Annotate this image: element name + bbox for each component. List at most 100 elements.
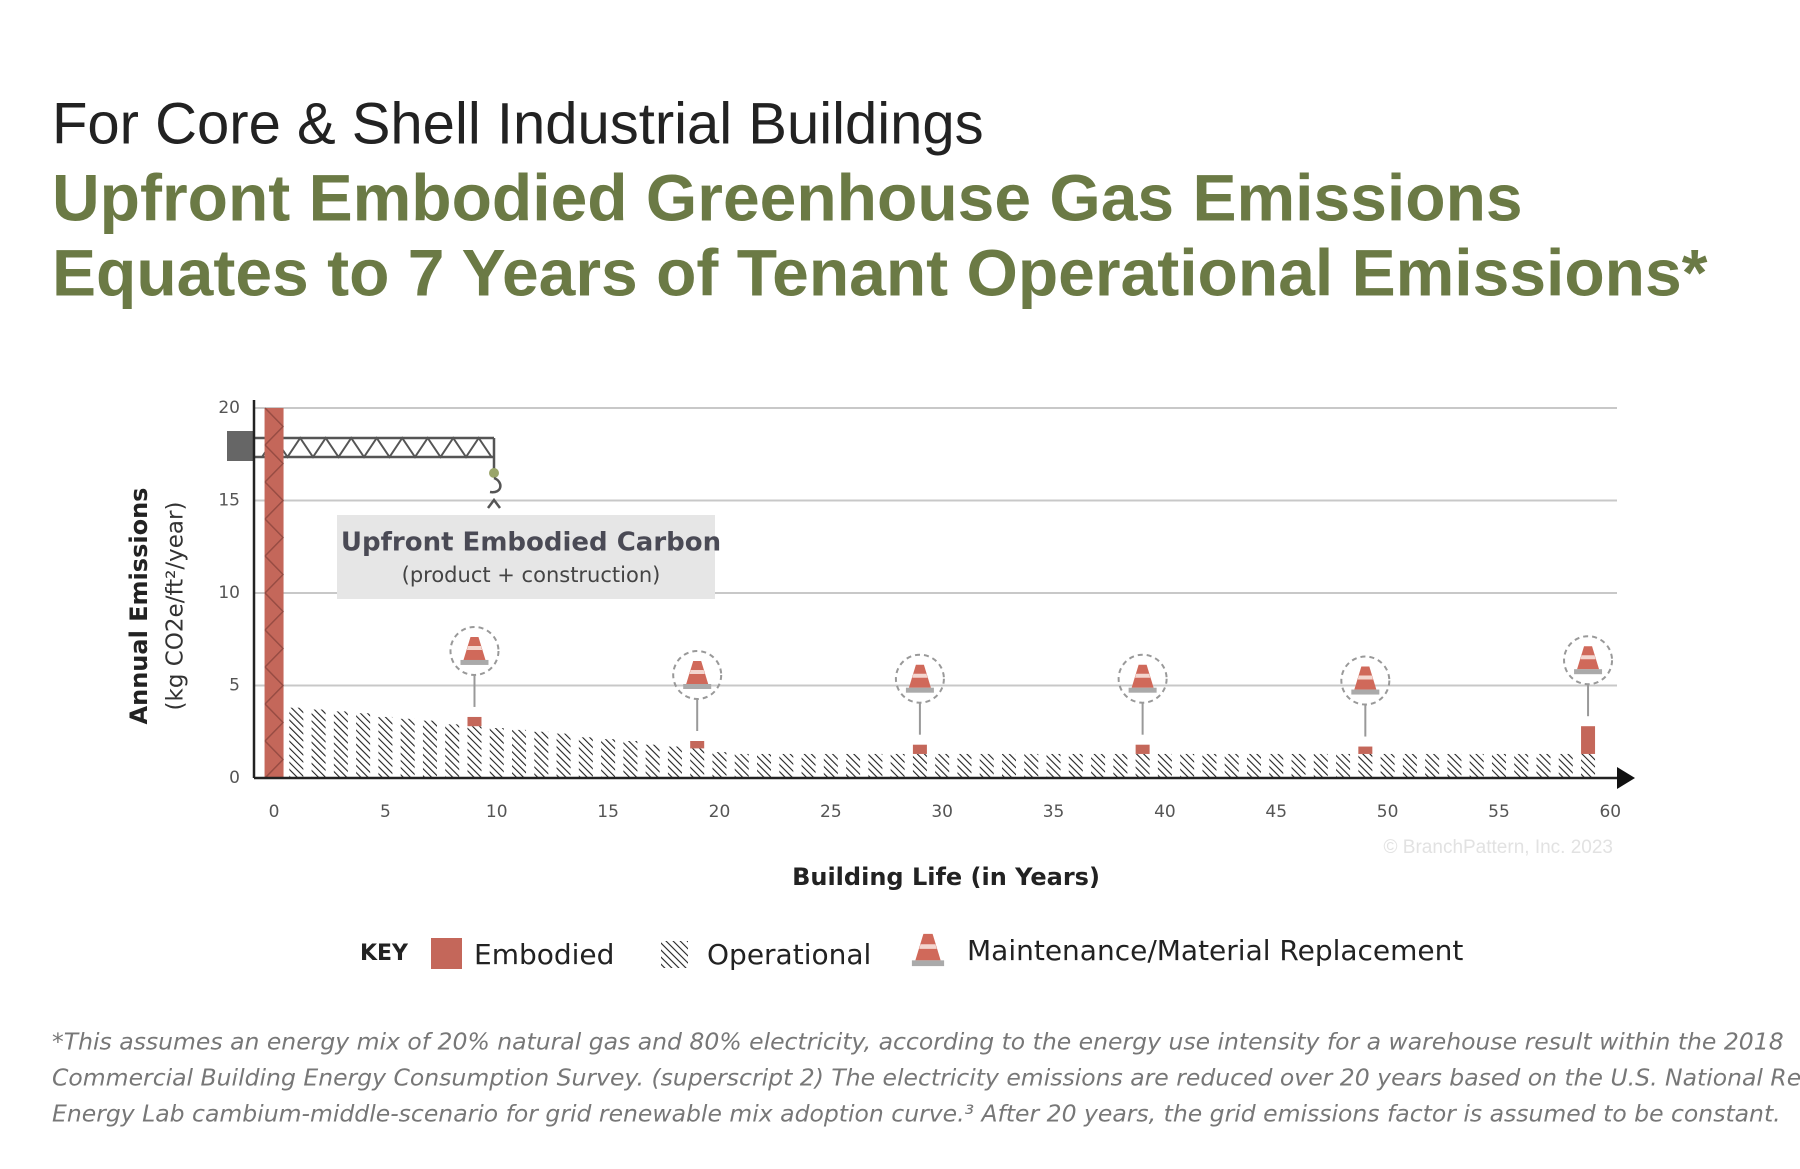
operational-bar	[1358, 753, 1373, 778]
cone-icon	[1128, 664, 1157, 693]
y-tick-label: 15	[218, 491, 240, 511]
operational-bar	[734, 753, 749, 778]
x-tick-label: 5	[380, 802, 391, 822]
cone-circle	[1563, 635, 1614, 686]
operational-bar	[1246, 753, 1261, 778]
operational-bar	[1135, 753, 1150, 778]
x-axis-label: Building Life (in Years)	[792, 863, 1100, 891]
operational-bar	[422, 720, 437, 778]
operational-bar	[1001, 753, 1016, 778]
cone-stripe	[912, 673, 928, 678]
footnote-line: Energy Lab cambium-middle-scenario for g…	[52, 1100, 1781, 1128]
legend-label: Operational	[707, 938, 871, 971]
y-axis-label-sub: (kg CO2e/ft²/year)	[163, 502, 189, 711]
crane-counterweight	[227, 431, 254, 461]
cone-stripe	[919, 944, 937, 949]
legend-swatch	[661, 941, 688, 968]
cone-stripe	[1135, 673, 1151, 678]
cone-circle	[1340, 655, 1391, 706]
crane-hook	[487, 476, 502, 509]
operational-bar	[333, 711, 348, 778]
operational-bar	[623, 741, 638, 778]
operational-bar	[601, 739, 616, 778]
cone-circle	[672, 650, 723, 700]
cone-base	[1351, 689, 1380, 695]
cone-icon	[683, 661, 712, 689]
cone-stripe	[1580, 655, 1596, 660]
cone-stripe	[689, 670, 705, 674]
operational-bar	[289, 707, 304, 778]
x-tick-label: 20	[709, 802, 731, 822]
cone-icon	[1351, 666, 1380, 695]
operational-bar	[801, 753, 816, 778]
operational-bar	[1425, 753, 1440, 778]
legend-swatch	[431, 938, 462, 969]
y-axis-label: Annual Emissions	[125, 488, 153, 725]
x-tick-label: 50	[1377, 802, 1399, 822]
cone-circle	[449, 625, 500, 676]
y-tick-label: 20	[218, 398, 240, 418]
cone-icon	[905, 664, 934, 693]
operational-bar	[1180, 753, 1195, 778]
operational-bar	[846, 753, 861, 778]
y-tick-label: 0	[229, 768, 240, 788]
operational-bar	[1024, 753, 1039, 778]
cone-base	[905, 687, 934, 693]
embodied-bar	[912, 744, 927, 754]
operational-bar	[779, 753, 794, 778]
cone-base	[1574, 669, 1603, 675]
footnote-line: Commercial Building Energy Consumption S…	[52, 1064, 1800, 1092]
operational-bar	[890, 753, 905, 778]
y-tick-label: 10	[218, 583, 240, 603]
cone-icon	[911, 933, 945, 967]
title-line: Upfront Embodied Greenhouse Gas Emission…	[52, 160, 1523, 234]
embodied-bar	[1135, 744, 1150, 754]
operational-bar	[1202, 753, 1217, 778]
operational-bar	[935, 753, 950, 778]
footnote-line: *This assumes an energy mix of 20% natur…	[52, 1028, 1784, 1056]
key-title: KEY	[360, 941, 409, 966]
copyright: © BranchPattern, Inc. 2023	[1384, 837, 1613, 858]
operational-bar	[400, 718, 415, 778]
operational-bar	[512, 729, 527, 778]
x-tick-label: 0	[269, 802, 280, 822]
x-tick-label: 35	[1043, 802, 1065, 822]
cone-stripe	[466, 645, 483, 650]
operational-bar	[1113, 753, 1128, 778]
operational-bar	[467, 726, 482, 778]
x-tick-label: 60	[1599, 802, 1621, 822]
operational-bar	[1336, 753, 1351, 778]
x-tick-label: 15	[597, 802, 619, 822]
operational-bar	[1380, 753, 1395, 778]
x-tick-label: 25	[820, 802, 842, 822]
operational-bar	[712, 752, 727, 778]
operational-bar	[868, 753, 883, 778]
operational-bar	[489, 728, 504, 778]
operational-bar	[957, 753, 972, 778]
annotation-box	[337, 515, 715, 599]
operational-bar	[1447, 753, 1462, 778]
operational-bar	[1291, 753, 1306, 778]
operational-bar	[690, 748, 705, 778]
operational-bar	[1068, 753, 1083, 778]
embodied-bar	[264, 408, 284, 778]
cone-base	[460, 659, 489, 665]
annotation: Upfront Embodied Carbon	[341, 528, 721, 558]
cone-icon	[460, 636, 489, 665]
crane-truss	[261, 436, 493, 459]
operational-bar	[1224, 753, 1239, 778]
x-tick-label: 10	[486, 802, 508, 822]
operational-bar	[1558, 753, 1573, 778]
x-axis-arrow	[1617, 767, 1635, 789]
embodied-bar	[1358, 746, 1373, 754]
operational-bar	[378, 716, 393, 778]
embodied-bar	[1581, 726, 1596, 754]
operational-bar	[1157, 753, 1172, 778]
crane-tower-lattice	[264, 407, 285, 779]
crane-hook-ball	[489, 468, 499, 478]
embodied-bar	[467, 716, 482, 727]
cone-icon	[1574, 646, 1603, 675]
operational-bar	[912, 753, 927, 778]
y-tick-label: 5	[229, 676, 240, 696]
operational-bar	[757, 753, 772, 778]
